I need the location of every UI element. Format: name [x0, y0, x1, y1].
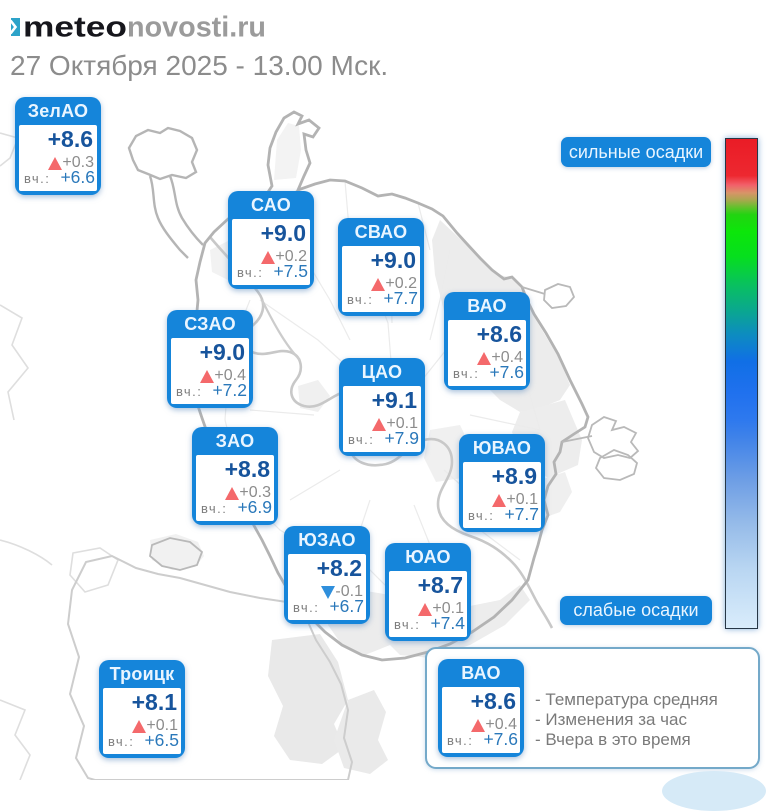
svg-text:novosti.ru: novosti.ru: [127, 12, 266, 44]
svg-text:meteo: meteo: [23, 12, 127, 44]
